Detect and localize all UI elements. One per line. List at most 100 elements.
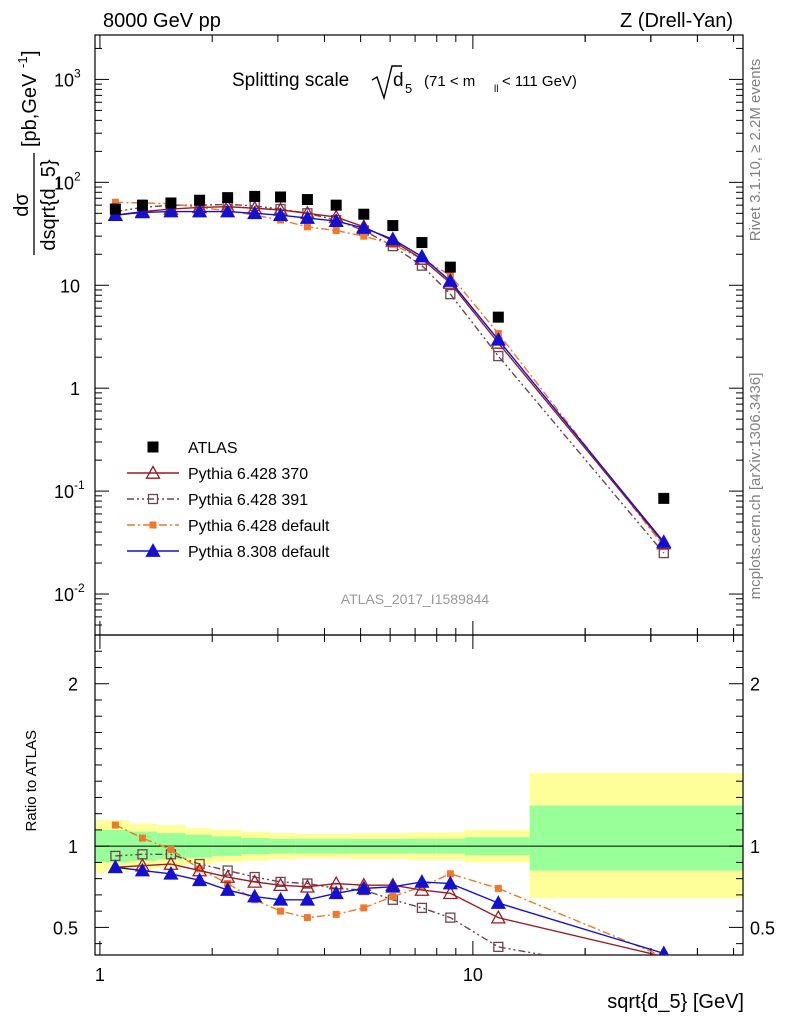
y-tick-label-ratio: 2 [68,675,78,695]
ratio-point-p391 [659,972,668,981]
point-atlas [249,190,261,202]
x-axis-label: sqrt{d_5} [GeV] [607,991,744,1013]
ratio-point-p6def [111,821,119,829]
ratio-point-p6def [494,884,502,892]
point-atlas [275,191,287,203]
y-tick-label: 1 [70,379,80,399]
point-p391 [493,350,504,362]
ratio-point-p8def [414,874,430,888]
legend-marker-p391 [147,493,159,505]
ratio-point-p6def [446,870,454,878]
legend-marker-p370 [145,465,161,479]
series-p8def [107,203,672,548]
ratio-point-p370 [414,882,430,896]
point-p6def [303,223,311,231]
title-range-sub: ll [494,84,498,95]
legend-marker-p8def [145,543,161,557]
point-p8def [414,248,430,263]
ratio-line-p391 [115,853,549,955]
x-tick-label: 10 [463,965,483,985]
legend-marker-p6def [149,521,157,529]
legend-label: Pythia 6.428 default [188,518,330,535]
legend-entry-p391: Pythia 6.428 391 [127,492,308,509]
y-tick-label-ratio: 1 [68,837,78,857]
legend-entry-p370: Pythia 6.428 370 [127,465,308,483]
title-symbol-sub: 5 [405,81,412,96]
plot-title: Splitting scale d 5 (71 < m ll < 111 GeV… [232,65,577,101]
point-p8def [442,273,458,287]
point-atlas [165,197,177,209]
mcplots-label: mcplots.cern.ch [arXiv:1306.3436] [747,373,764,600]
ratio-point-p391 [222,865,233,876]
ylabel-denominator: dsqrt{d_5} [38,159,60,251]
legend-entry-p8def: Pythia 8.308 default [127,543,330,561]
rivet-label: Rivet 3.1.10, ≥ 2.2M events [747,59,764,242]
ratio-point-p8def [356,880,372,895]
ratio-point-p8def [328,885,344,900]
ratio-point-p8def [299,891,316,906]
ratio-point-p6def [167,845,175,853]
y-tick-label-exp: -1 [74,478,85,492]
ratio-point-p6def [360,904,368,912]
plot-frames [94,34,744,956]
ratio-point-p391 [445,912,456,923]
ratio-point-p6def [196,865,204,873]
header-beam-label: 8000 GeV pp [103,10,221,32]
legend-label: Pythia 6.428 391 [188,492,308,509]
y-tick-label-base: 10 [54,70,74,90]
ratio-point-p6def [303,914,311,922]
y-tick-label-ratio-right: 1 [750,837,760,857]
point-atlas [301,194,313,206]
ratio-point-p8def [134,862,151,877]
ratio-point-p8def [247,888,263,903]
ratio-point-p6def [389,893,397,901]
legend-marker-atlas [147,441,159,453]
legend-entry-p6def: Pythia 6.428 default [127,518,330,535]
point-p8def [163,203,179,218]
point-atlas [444,261,456,273]
ratio-point-p8def [107,859,123,874]
point-p8def [220,203,236,218]
y-tick-label-exp: -2 [74,581,85,595]
point-p8def [272,207,289,221]
ratio-point-p8def [442,875,458,890]
point-atlas [416,237,428,249]
ylabel-unit-exp: -1 [15,56,30,68]
ratio-point-p391 [416,902,428,914]
point-p6def [111,198,119,206]
point-p8def [490,331,506,346]
legend-entry-atlas: ATLAS [147,440,238,457]
sqrt-symbol [371,65,402,101]
point-atlas [492,311,504,323]
header-process-label: Z (Drell-Yan) [620,10,733,32]
point-p6def [332,227,340,235]
point-p8def [134,204,151,219]
point-p8def [328,213,344,227]
title-range-right: < 111 GeV) [502,73,577,90]
ratio-panel-series [107,821,670,981]
ratio-point-p8def [163,865,179,880]
y-tick-label-base: 10 [54,585,74,605]
point-atlas [136,199,148,211]
ylabel-unit-b: ] [19,50,41,56]
y-axis-label-ratio: Ratio to ATLAS [23,730,40,831]
ratio-series-p8def [107,859,670,955]
point-p8def [299,210,316,224]
series-atlas [109,190,670,504]
point-p8def [356,220,372,234]
y-tick-label-ratio-right: 2 [750,675,760,695]
point-atlas [194,194,206,206]
point-atlas [109,203,121,215]
ratio-point-p6def [277,907,285,915]
ratio-point-p370 [490,909,506,924]
legend-label: Pythia 8.308 default [188,544,330,561]
y-tick-label-ratio: 0.5 [53,918,78,938]
title-symbol: d [393,70,404,91]
main-panel-series [107,190,672,559]
title-prefix: Splitting scale [232,70,349,91]
point-p6def [360,232,368,240]
ratio-point-p370 [442,885,458,900]
legend-label: Pythia 6.428 370 [188,466,308,483]
band-green-14 [529,805,743,871]
point-atlas [222,192,234,204]
